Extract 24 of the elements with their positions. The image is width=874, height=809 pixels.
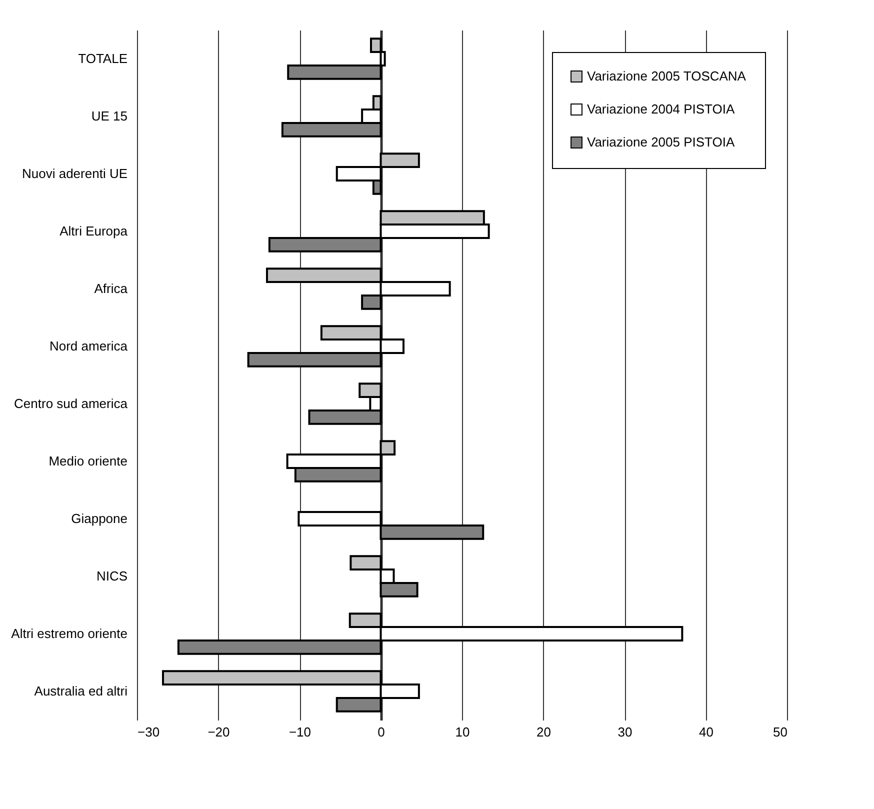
y-tick-label: Africa (94, 280, 128, 296)
x-tick-label: 20 (536, 724, 551, 740)
y-tick-label: TOTALE (78, 50, 128, 66)
x-tick-label: −10 (288, 724, 312, 740)
x-tick-label: 30 (618, 724, 632, 740)
y-tick-label: Nord america (49, 338, 128, 354)
y-tick-label: Altri Europa (60, 223, 128, 238)
x-tick-label: 10 (455, 724, 470, 740)
y-tick-label: UE 15 (91, 108, 128, 124)
legend-label: Variazione 2005 TOSCANA (587, 68, 746, 84)
x-tick-label: −20 (208, 724, 230, 740)
y-tick-label: NICS (96, 568, 128, 584)
x-tick-label: 40 (699, 724, 714, 740)
y-tick-label: Altri estremo oriente (11, 626, 128, 641)
y-tick-label: Australia ed altri (34, 683, 128, 698)
y-tick-label: Centro sud america (14, 396, 128, 411)
y-tick-label: Giappone (71, 510, 128, 526)
x-tick-label: 0 (378, 724, 385, 740)
legend-label: Variazione 2004 PISTOIA (587, 102, 735, 116)
y-tick-label: Nuovi aderenti UE (22, 166, 128, 181)
legend-label: Variazione 2005 PISTOIA (587, 134, 735, 150)
y-tick-label: Medio oriente (48, 453, 128, 468)
x-tick-label: −30 (138, 724, 160, 740)
x-tick-label: 50 (773, 724, 788, 740)
